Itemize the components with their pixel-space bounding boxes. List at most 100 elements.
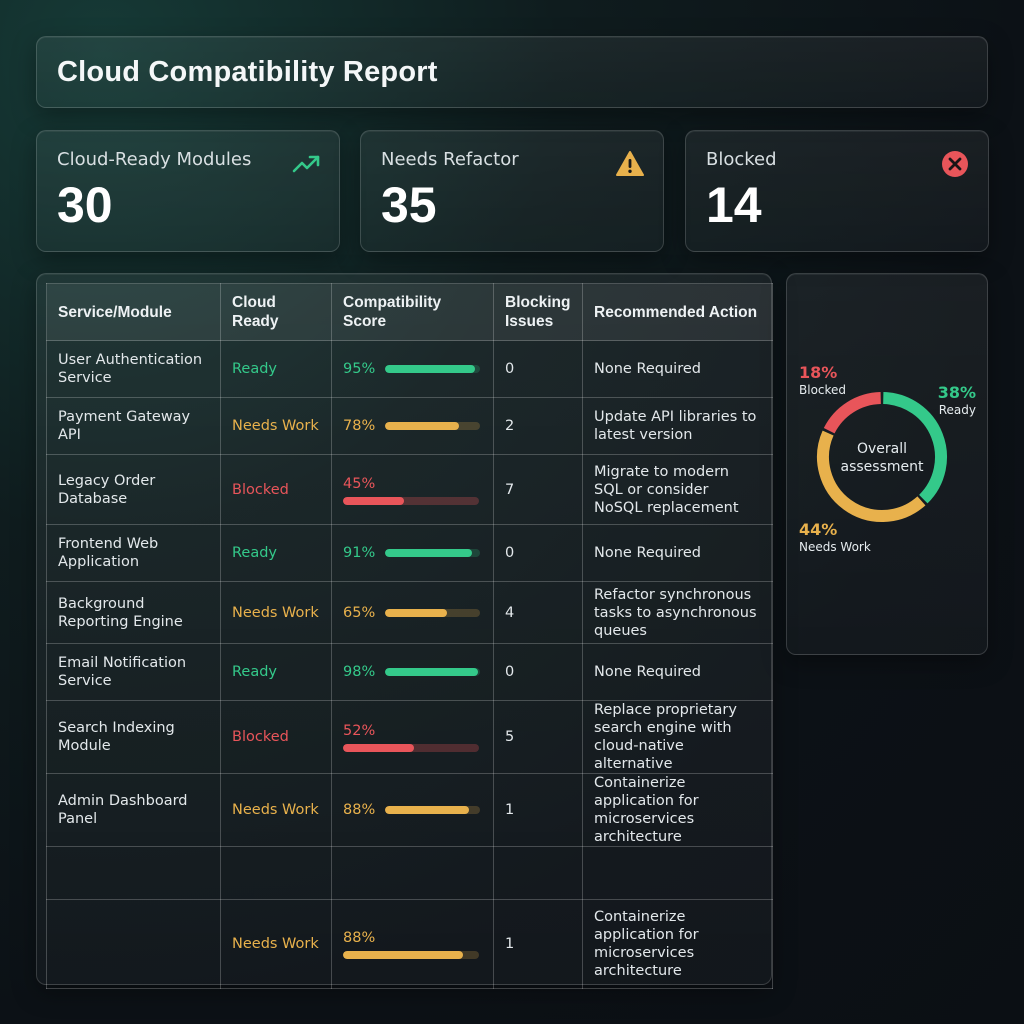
trending-up-icon — [292, 155, 320, 173]
table-row[interactable]: Background Reporting Engine Needs Work 65%… — [46, 581, 773, 644]
donut-segment-ready[interactable] — [882, 392, 947, 504]
cell-blocking-issues: 0 — [493, 524, 583, 582]
column-header-score[interactable]: Compatibility Score — [331, 283, 494, 341]
donut-percent-label: 18% — [799, 363, 837, 382]
cell-service-name: Frontend Web Application — [46, 524, 221, 582]
kpi-label: Cloud-Ready Modules — [57, 149, 252, 170]
donut-percent-label: 38% — [938, 383, 976, 402]
column-header-service[interactable]: Service/Module — [46, 283, 221, 341]
kpi-card-blocked: Blocked 14 — [685, 130, 989, 252]
kpi-card-cloud-ready: Cloud-Ready Modules 30 — [36, 130, 340, 252]
table-row[interactable]: Frontend Web Application Ready 91% 0 None Re… — [46, 524, 773, 582]
score-progress-fill — [343, 951, 463, 959]
column-header-action[interactable]: Recommended Action — [582, 283, 773, 341]
cell-service-name: Search Indexing Module — [46, 700, 221, 774]
cell-cloud-ready-status: Ready — [220, 340, 332, 398]
donut-percent-label: 44% — [799, 520, 837, 539]
table-row[interactable]: Admin Dashboard Panel Needs Work 88% 1 Conta… — [46, 773, 773, 847]
column-header-cloud-ready[interactable]: Cloud Ready — [220, 283, 332, 341]
cell-cloud-ready-status: Blocked — [220, 454, 332, 525]
cell-compatibility-score: 88% — [331, 899, 494, 989]
score-progress-fill — [343, 744, 414, 752]
table-row[interactable]: Needs Work 88% 1 Containerize application f… — [46, 899, 773, 989]
score-progress-fill — [385, 806, 469, 814]
donut-segment-blocked[interactable] — [823, 392, 882, 434]
page-title: Cloud Compatibility Report — [57, 55, 438, 88]
cell-blocking-issues: 7 — [493, 454, 583, 525]
cell-service-name: Payment Gateway API — [46, 397, 221, 455]
cell-service-name — [46, 846, 221, 900]
score-label: 78% — [343, 418, 376, 434]
cell-service-name: User Authentication Service — [46, 340, 221, 398]
column-header-blocking-issues[interactable]: Blocking Issues — [493, 283, 583, 341]
cell-blocking-issues: 0 — [493, 340, 583, 398]
score-progress-fill — [343, 496, 405, 505]
cell-compatibility-score: 95% — [331, 340, 494, 398]
donut-center-label: assessment — [841, 459, 924, 475]
score-label: 65% — [343, 604, 376, 621]
kpi-value: 35 — [381, 177, 437, 233]
score-progress-bar — [385, 806, 481, 814]
cell-compatibility-score: 78% — [331, 397, 494, 455]
score-label: 95% — [343, 361, 376, 377]
cell-service-name: Email Notification Service — [46, 643, 221, 701]
cell-compatibility-score: 65% — [331, 581, 494, 644]
cell-cloud-ready-status: Needs Work — [220, 581, 332, 644]
cell-recommended-action: None Required — [582, 524, 773, 582]
cell-service-name — [46, 899, 221, 989]
score-progress-bar — [385, 668, 481, 676]
donut-segment-needs-work[interactable] — [817, 430, 926, 522]
cell-compatibility-score: 45% — [331, 454, 494, 525]
warning-icon — [616, 151, 644, 176]
table-row[interactable]: User Authentication Service Ready 95% 0 None… — [46, 340, 773, 398]
donut-series-label: Ready — [939, 403, 976, 417]
table-row[interactable]: Payment Gateway API Needs Work 78% 2 Update … — [46, 397, 773, 455]
score-progress-bar — [385, 608, 481, 617]
cell-blocking-issues: 2 — [493, 397, 583, 455]
cell-blocking-issues: 1 — [493, 899, 583, 989]
kpi-label: Needs Refactor — [381, 149, 519, 170]
cell-cloud-ready-status: Ready — [220, 524, 332, 582]
score-progress-bar — [385, 549, 481, 557]
cell-service-name: Admin Dashboard Panel — [46, 773, 221, 847]
kpi-value: 14 — [706, 177, 762, 233]
compatibility-table: Service/Module Cloud Ready Compatibility… — [46, 283, 773, 989]
kpi-label: Blocked — [706, 149, 777, 170]
cell-compatibility-score: 52% — [331, 700, 494, 774]
overall-assessment-panel: Overall assessment 38% Ready 44% Needs Work 18… — [786, 273, 988, 655]
score-progress-bar — [343, 951, 479, 959]
score-progress-bar — [385, 365, 481, 373]
table-row[interactable]: Search Indexing Module Blocked 52% 5 Replace… — [46, 700, 773, 774]
report-header: Cloud Compatibility Report — [36, 36, 988, 108]
score-label: 52% — [343, 723, 376, 739]
cell-compatibility-score: 88% — [331, 773, 494, 847]
score-label: 88% — [343, 930, 376, 946]
score-label: 88% — [343, 802, 376, 818]
cell-recommended-action: Update API libraries to latest version — [582, 397, 773, 455]
cell-cloud-ready-status: Needs Work — [220, 773, 332, 847]
table-row[interactable]: Email Notification Service Ready 98% 0 None … — [46, 643, 773, 701]
score-progress-fill — [385, 422, 460, 430]
compatibility-table-panel: Service/Module Cloud Ready Compatibility… — [36, 273, 773, 989]
cell-recommended-action — [582, 846, 773, 900]
cell-recommended-action: Containerize application for microservic… — [582, 899, 773, 989]
cell-cloud-ready-status: Ready — [220, 643, 332, 701]
score-label: 91% — [343, 545, 376, 561]
score-progress-bar — [343, 496, 479, 505]
assessment-donut-chart: Overall assessment 38%Ready 44%Needs Work 18… — [799, 363, 976, 554]
score-progress-bar — [343, 744, 479, 752]
score-label: 98% — [343, 664, 376, 680]
kpi-value: 30 — [57, 177, 113, 233]
x-circle-icon — [942, 151, 968, 177]
table-row[interactable]: Legacy Order Database Blocked 45% 7 Migrate … — [46, 454, 773, 525]
donut-series-label: Needs Work — [799, 540, 871, 554]
cell-cloud-ready-status: Blocked — [220, 700, 332, 774]
cell-recommended-action: None Required — [582, 340, 773, 398]
cell-blocking-issues: 5 — [493, 700, 583, 774]
cell-service-name: Legacy Order Database — [46, 454, 221, 525]
cell-recommended-action: Containerize application for microservic… — [582, 773, 773, 847]
cell-compatibility-score: 98% — [331, 643, 494, 701]
score-progress-bar — [385, 422, 481, 430]
table-row[interactable] — [46, 846, 773, 900]
cell-cloud-ready-status: Needs Work — [220, 899, 332, 989]
